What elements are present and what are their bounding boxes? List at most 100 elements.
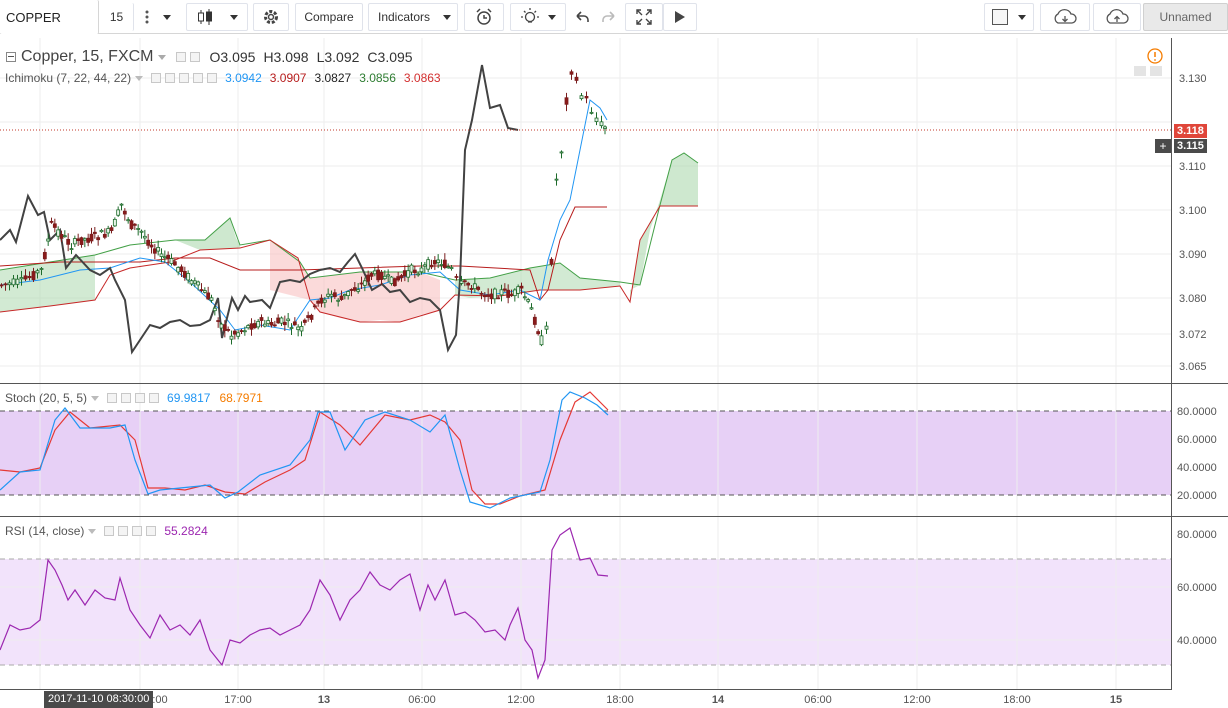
- candle-body: [136, 228, 141, 230]
- candle-body: [449, 267, 454, 270]
- stoch-k-value: 69.9817: [167, 391, 211, 405]
- candle-body: [246, 325, 251, 329]
- candle-body: [492, 288, 497, 300]
- source-icon[interactable]: [179, 73, 190, 83]
- cloud-download-icon: [1054, 8, 1077, 24]
- stoch-tick: 20.0000: [1177, 490, 1217, 502]
- time-axis[interactable]: :00 17:00 13 06:00 12:00 18:00 14 06:00 …: [152, 694, 1122, 706]
- candle-body: [369, 273, 374, 277]
- close-icon[interactable]: [207, 73, 218, 83]
- candle-body: [126, 219, 131, 222]
- candle-body: [62, 235, 67, 238]
- candle-body: [56, 229, 61, 237]
- fullscreen-button[interactable]: [625, 3, 663, 31]
- chevron-down-icon[interactable]: [135, 75, 144, 81]
- candle-body: [76, 238, 81, 242]
- scale-buttons-icon[interactable]: [1134, 66, 1162, 76]
- interval-field[interactable]: 15: [100, 3, 134, 31]
- ichimoku-chikou: [0, 64, 519, 355]
- candle-body: [522, 296, 527, 299]
- candle-body: [306, 315, 311, 318]
- compare-button[interactable]: Compare: [295, 3, 363, 31]
- chevron-down-icon[interactable]: [88, 528, 97, 534]
- eye-icon[interactable]: [104, 526, 115, 536]
- stoch-title: Stoch (20, 5, 5): [5, 391, 88, 405]
- replay-button[interactable]: [663, 3, 697, 31]
- plus-icon[interactable]: +: [1155, 139, 1171, 153]
- candle-body: [86, 237, 91, 243]
- candle-body: [516, 286, 521, 294]
- candle-body: [412, 269, 417, 273]
- interval-menu-icon[interactable]: [137, 3, 157, 31]
- indicators-button[interactable]: Indicators: [368, 3, 458, 31]
- candle-body: [279, 317, 284, 324]
- chevron-down-icon[interactable]: [157, 54, 166, 60]
- layout-name-button[interactable]: Unnamed: [1143, 3, 1228, 31]
- ichimoku-senkou-a: [0, 152, 699, 286]
- price-axis[interactable]: 3.130 3.110 3.100 3.090 3.080 3.072 3.06…: [1179, 73, 1207, 373]
- candle-body: [232, 330, 237, 335]
- gear-icon[interactable]: [165, 73, 176, 83]
- gear-icon[interactable]: [121, 393, 132, 403]
- candle-body: [226, 329, 231, 331]
- candle-body: [426, 259, 431, 270]
- indicators-label: Indicators: [378, 10, 431, 24]
- close-icon[interactable]: [146, 526, 157, 536]
- save-layout-button[interactable]: [1093, 3, 1141, 31]
- ohlc-high: H3.098: [263, 49, 309, 65]
- candle-body: [366, 274, 371, 282]
- close-icon[interactable]: [149, 393, 160, 403]
- eye-icon[interactable]: [151, 73, 162, 83]
- redo-button[interactable]: [596, 3, 622, 31]
- candle-body: [69, 248, 74, 251]
- stoch-legend[interactable]: Stoch (20, 5, 5) 69.9817 68.7971: [5, 391, 263, 405]
- candle-body: [512, 289, 517, 297]
- candle-body: [574, 76, 579, 81]
- rsi-axis: 80.0000 60.0000 40.0000: [1177, 529, 1217, 647]
- candle-body: [579, 95, 584, 100]
- ichimoku-value: 3.0856: [359, 71, 396, 85]
- candle-body: [326, 293, 331, 297]
- candle-body: [466, 282, 471, 286]
- ichimoku-cloud-bull: [0, 255, 95, 312]
- settings-button[interactable]: [253, 3, 289, 31]
- stoch-d-value: 68.7971: [219, 391, 263, 405]
- eye-icon[interactable]: [175, 52, 186, 62]
- chart-style-button[interactable]: [186, 3, 248, 31]
- gear-icon[interactable]: [189, 52, 200, 62]
- ideas-button[interactable]: [510, 3, 566, 31]
- chevron-down-icon[interactable]: [91, 395, 100, 401]
- gear-icon[interactable]: [118, 526, 129, 536]
- eye-icon[interactable]: [107, 393, 118, 403]
- candle-body: [15, 278, 20, 285]
- redo-icon: [602, 11, 615, 22]
- symbol-search-input[interactable]: COPPER: [0, 0, 99, 34]
- layout-button[interactable]: [984, 3, 1034, 31]
- ichimoku-legend[interactable]: Ichimoku (7, 22, 44, 22) 3.0942 3.0907 3…: [5, 71, 441, 85]
- interval-dropdown-button[interactable]: [157, 3, 177, 31]
- candle-body: [269, 322, 274, 326]
- collapse-legend-icon[interactable]: [6, 52, 16, 62]
- alert-button[interactable]: [464, 3, 504, 31]
- candle-body: [172, 261, 177, 266]
- plus-icon[interactable]: [132, 526, 143, 536]
- rsi-legend[interactable]: RSI (14, close) 55.2824: [5, 524, 208, 538]
- candle-body: [11, 278, 16, 286]
- candle-body: [42, 251, 47, 260]
- candle-body: [396, 276, 401, 281]
- ichimoku-cloud-bull: [175, 218, 240, 250]
- candle-body: [72, 238, 77, 245]
- candle-body: [402, 270, 407, 277]
- main-series-legend[interactable]: Copper, 15, FXCM O3.095 H3.098 L3.092 C3…: [6, 48, 413, 66]
- time-tick: 18:00: [606, 694, 634, 706]
- warning-icon[interactable]: [1147, 48, 1163, 64]
- candle-body: [472, 283, 477, 290]
- candle-body: [179, 266, 184, 272]
- plus-icon[interactable]: [135, 393, 146, 403]
- candle-body: [282, 321, 287, 326]
- load-layout-button[interactable]: [1040, 3, 1090, 31]
- undo-button[interactable]: [569, 3, 595, 31]
- plus-icon[interactable]: [193, 73, 204, 83]
- candle-body: [35, 270, 40, 274]
